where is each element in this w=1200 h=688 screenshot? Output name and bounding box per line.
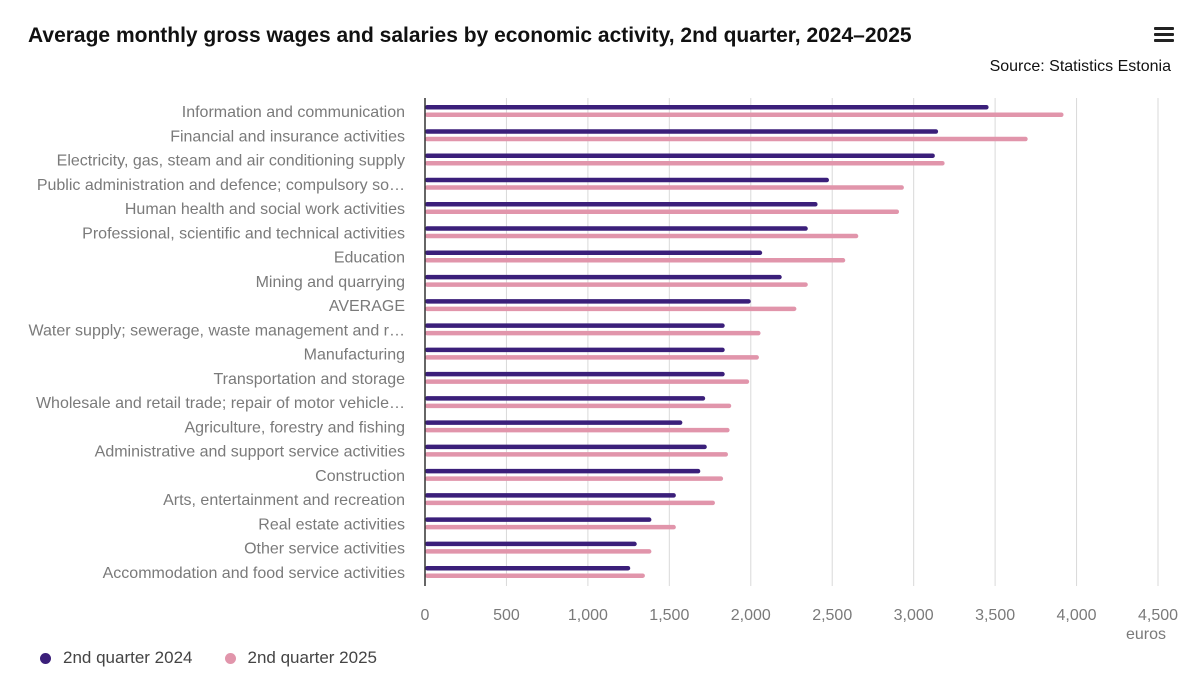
bar-2024[interactable] <box>425 493 676 498</box>
category-label: Information and communication <box>182 104 405 121</box>
bar-2024[interactable] <box>425 250 763 256</box>
x-tick-label: 500 <box>493 607 520 624</box>
bar-2024[interactable] <box>425 468 701 474</box>
bar-2025[interactable] <box>425 185 904 190</box>
category-label: Mining and quarrying <box>256 274 405 291</box>
bar-2024[interactable] <box>425 105 989 110</box>
bar-2024[interactable] <box>425 299 751 304</box>
grid-lines <box>505 98 1159 586</box>
bar-2024[interactable] <box>425 274 782 280</box>
x-tick-label: 4,000 <box>1057 607 1097 624</box>
bar-2025[interactable] <box>425 379 750 384</box>
bar-2025[interactable] <box>425 573 645 578</box>
bar-2025[interactable] <box>425 161 945 166</box>
bar-2025[interactable] <box>425 136 1028 142</box>
bar-2025[interactable] <box>425 112 1064 118</box>
category-labels: Information and communication Financial a… <box>29 104 406 582</box>
bar-2024[interactable] <box>425 396 706 401</box>
bar-2025[interactable] <box>425 549 652 554</box>
chart-title: Average monthly gross wages and salaries… <box>28 24 912 47</box>
category-label: Water supply; sewerage, waste management… <box>29 322 405 339</box>
bar-2024[interactable] <box>425 517 652 522</box>
category-label: Public administration and defence; compu… <box>37 177 405 194</box>
x-tick-label: 1,500 <box>649 607 689 624</box>
bar-2024[interactable] <box>425 420 683 425</box>
bar-2025[interactable] <box>425 282 808 287</box>
bar-2025[interactable] <box>425 306 797 312</box>
category-label: Administrative and support service activ… <box>95 444 405 461</box>
bar-2024[interactable] <box>425 153 935 159</box>
category-label: Manufacturing <box>304 347 405 364</box>
bar-2025[interactable] <box>425 355 759 360</box>
x-tick-label: 2,500 <box>812 607 852 624</box>
bar-2024[interactable] <box>425 323 725 328</box>
category-label: Agriculture, forestry and fishing <box>184 419 405 436</box>
bar-2025[interactable] <box>425 500 715 506</box>
bar-2024[interactable] <box>425 565 631 571</box>
category-label: AVERAGE <box>329 298 405 315</box>
x-tick-label: 4,500 <box>1138 607 1178 624</box>
category-label: Transportation and storage <box>213 371 405 388</box>
legend-item-2025[interactable]: 2nd quarter 2025 <box>224 648 378 668</box>
bars <box>425 105 1064 578</box>
x-tick-label: 0 <box>421 607 430 624</box>
x-tick-label: 3,000 <box>894 607 934 624</box>
category-label: Education <box>334 250 405 267</box>
legend-item-2024[interactable]: 2nd quarter 2024 <box>40 648 193 668</box>
bar-2024[interactable] <box>425 371 725 377</box>
legend: 2nd quarter 2024 2nd quarter 2025 <box>40 648 377 668</box>
category-label: Financial and insurance activities <box>170 128 405 145</box>
category-label: Wholesale and retail trade; repair of mo… <box>36 395 405 412</box>
category-label: Arts, entertainment and recreation <box>163 492 405 509</box>
hamburger-menu-icon[interactable] <box>1154 27 1174 43</box>
x-tick-label: 2,000 <box>731 607 771 624</box>
bar-2025[interactable] <box>425 452 728 457</box>
bar-2024[interactable] <box>425 347 725 353</box>
bar-2025[interactable] <box>425 233 859 239</box>
bar-2025[interactable] <box>425 427 730 433</box>
x-tick-label: 3,500 <box>975 607 1015 624</box>
legend-label: 2nd quarter 2024 <box>63 648 193 667</box>
bar-2025[interactable] <box>425 476 724 481</box>
bar-2024[interactable] <box>425 177 829 183</box>
bar-2024[interactable] <box>425 541 637 547</box>
chart-source: Source: Statistics Estonia <box>989 58 1171 75</box>
bar-2025[interactable] <box>425 524 676 530</box>
bar-2024[interactable] <box>425 226 808 231</box>
bar-2025[interactable] <box>425 403 732 409</box>
x-axis-ticks: 0 500 1,000 1,500 2,000 2,500 3,000 3,500 4,000 4… <box>421 607 1179 624</box>
category-label: Other service activities <box>244 541 405 558</box>
bar-2025[interactable] <box>425 258 846 263</box>
category-label: Real estate activities <box>258 516 405 533</box>
bar-2024[interactable] <box>425 202 818 207</box>
category-label: Electricity, gas, steam and air conditio… <box>57 153 405 170</box>
x-axis-unit-label: euros <box>1126 626 1166 643</box>
category-label: Professional, scientific and technical a… <box>82 225 405 242</box>
legend-dot-icon <box>40 652 51 664</box>
category-label: Construction <box>315 468 405 485</box>
bar-2024[interactable] <box>425 129 939 134</box>
bar-2025[interactable] <box>425 330 761 336</box>
x-tick-label: 1,000 <box>568 607 608 624</box>
category-label: Human health and social work activities <box>125 201 405 218</box>
legend-label: 2nd quarter 2025 <box>247 648 378 667</box>
bar-2025[interactable] <box>425 209 900 215</box>
legend-dot-icon <box>224 652 236 664</box>
category-label: Accommodation and food service activitie… <box>103 565 405 582</box>
bar-2024[interactable] <box>425 444 707 450</box>
